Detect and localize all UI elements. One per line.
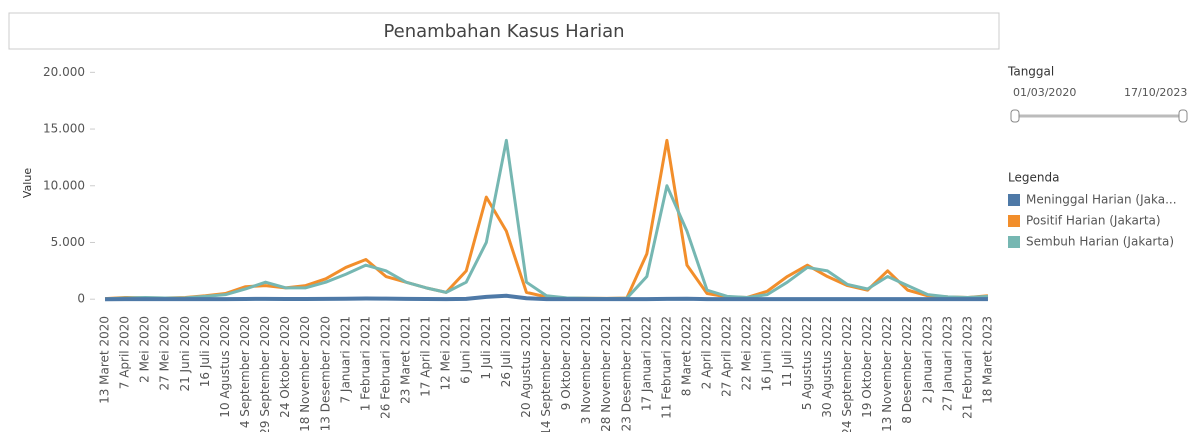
series-line <box>105 293 988 302</box>
x-tick-label: 22 Mei 2022 <box>740 316 754 391</box>
x-tick-label: 1 Februari 2021 <box>358 316 372 411</box>
x-tick-label: 30 Agustus 2022 <box>820 316 834 418</box>
x-tick-label: 1 Juli 2021 <box>479 316 493 380</box>
x-tick-label: 8 Maret 2022 <box>679 316 693 396</box>
y-tick-label: 20.000 <box>43 65 85 79</box>
x-tick-label: 17 April 2021 <box>419 316 433 397</box>
title-box <box>8 12 1000 50</box>
x-tick-label: 27 April 2022 <box>720 316 734 397</box>
legend-label: Positif Harian (Jakarta) <box>1026 214 1161 228</box>
x-tick-label: 19 Oktober 2022 <box>860 316 874 418</box>
x-tick-label: 29 September 2020 <box>258 316 272 432</box>
x-tick-label: 9 Oktober 2021 <box>559 316 573 410</box>
x-tick-label: 11 Februari 2022 <box>659 316 673 419</box>
x-tick-label: 8 Desember 2022 <box>900 316 914 424</box>
x-tick-label: 26 Juli 2021 <box>499 316 513 387</box>
filter-start: 01/03/2020 <box>1013 86 1076 99</box>
y-tick-label: 15.000 <box>43 122 85 136</box>
x-tick-label: 28 November 2021 <box>599 316 613 432</box>
filter-end: 17/10/2023 <box>1124 86 1187 99</box>
legend-swatch <box>1008 194 1020 206</box>
legend-title: Legenda <box>1008 171 1059 185</box>
x-tick-label: 21 Februari 2023 <box>960 316 974 419</box>
x-tick-label: 10 Agustus 2020 <box>218 316 232 418</box>
x-tick-label: 2 Mei 2020 <box>138 316 152 383</box>
x-tick-label: 18 November 2020 <box>298 316 312 432</box>
x-tick-label: 13 November 2022 <box>880 316 894 432</box>
x-tick-label: 7 Januari 2021 <box>338 316 352 404</box>
y-axis-label: Value <box>21 168 34 198</box>
x-tick-label: 12 Mei 2021 <box>439 316 453 391</box>
filter-title: Tanggal <box>1007 65 1054 79</box>
x-tick-label: 2 April 2022 <box>700 316 714 389</box>
x-tick-label: 2 Januari 2023 <box>920 316 934 404</box>
x-tick-label: 20 Agustus 2021 <box>519 316 533 418</box>
x-tick-label: 13 Desember 2020 <box>318 316 332 431</box>
x-tick-label: 16 Juli 2020 <box>198 316 212 387</box>
x-tick-label: 7 April 2020 <box>118 316 132 389</box>
x-tick-label: 23 Maret 2021 <box>399 316 413 404</box>
x-tick-label: 18 Maret 2023 <box>980 316 994 404</box>
x-tick-label: 6 Juni 2021 <box>459 316 473 384</box>
x-tick-label: 27 Januari 2023 <box>940 316 954 411</box>
x-tick-label: 21 Juni 2020 <box>178 316 192 392</box>
legend-label: Sembuh Harian (Jakarta) <box>1026 235 1174 249</box>
legend-swatch <box>1008 215 1020 227</box>
x-tick-label: 27 Mei 2020 <box>158 316 172 391</box>
x-tick-label: 17 Januari 2022 <box>639 316 653 411</box>
x-tick-label: 26 Februari 2021 <box>378 316 392 419</box>
slider-handle[interactable] <box>1010 109 1020 123</box>
y-tick-label: 0 <box>77 292 85 306</box>
y-tick-label: 5.000 <box>51 235 85 249</box>
y-tick-label: 10.000 <box>43 178 85 192</box>
series-line <box>104 138 989 301</box>
x-tick-label: 24 September 2022 <box>840 316 854 432</box>
x-tick-label: 5 Agustus 2022 <box>800 316 814 410</box>
x-tick-label: 13 Maret 2020 <box>98 316 112 404</box>
series-line <box>104 138 989 301</box>
x-tick-label: 3 November 2021 <box>579 316 593 424</box>
x-tick-label: 14 September 2021 <box>539 316 553 432</box>
x-tick-label: 16 Juni 2022 <box>760 316 774 392</box>
x-tick-label: 11 Juli 2022 <box>780 316 794 387</box>
x-tick-label: 4 September 2020 <box>238 316 252 428</box>
chart-title: Penambahan Kasus Harian <box>383 21 624 42</box>
x-tick-label: 24 Oktober 2020 <box>278 316 292 418</box>
slider-handle[interactable] <box>1178 109 1188 123</box>
legend-swatch <box>1008 236 1020 248</box>
x-tick-label: 23 Desember 2021 <box>619 316 633 431</box>
legend-label: Meninggal Harian (Jaka... <box>1026 193 1177 207</box>
